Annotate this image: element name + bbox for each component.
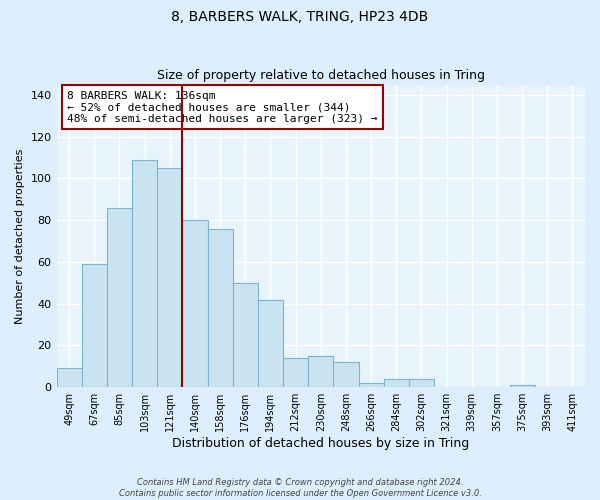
Bar <box>56 368 82 387</box>
Text: 8, BARBERS WALK, TRING, HP23 4DB: 8, BARBERS WALK, TRING, HP23 4DB <box>172 10 428 24</box>
Bar <box>233 283 258 387</box>
Bar <box>283 358 308 387</box>
Bar <box>359 383 383 387</box>
Text: Contains HM Land Registry data © Crown copyright and database right 2024.
Contai: Contains HM Land Registry data © Crown c… <box>119 478 481 498</box>
Bar <box>509 385 535 387</box>
Bar <box>409 379 434 387</box>
Bar <box>182 220 208 387</box>
Bar <box>383 379 409 387</box>
Y-axis label: Number of detached properties: Number of detached properties <box>15 148 25 324</box>
Bar <box>132 160 157 387</box>
Bar <box>208 228 233 387</box>
Title: Size of property relative to detached houses in Tring: Size of property relative to detached ho… <box>157 69 485 82</box>
Bar <box>334 362 359 387</box>
Bar <box>308 356 334 387</box>
X-axis label: Distribution of detached houses by size in Tring: Distribution of detached houses by size … <box>172 437 469 450</box>
Bar <box>258 300 283 387</box>
Bar <box>82 264 107 387</box>
Bar <box>157 168 182 387</box>
Text: 8 BARBERS WALK: 136sqm
← 52% of detached houses are smaller (344)
48% of semi-de: 8 BARBERS WALK: 136sqm ← 52% of detached… <box>67 90 377 124</box>
Bar <box>107 208 132 387</box>
